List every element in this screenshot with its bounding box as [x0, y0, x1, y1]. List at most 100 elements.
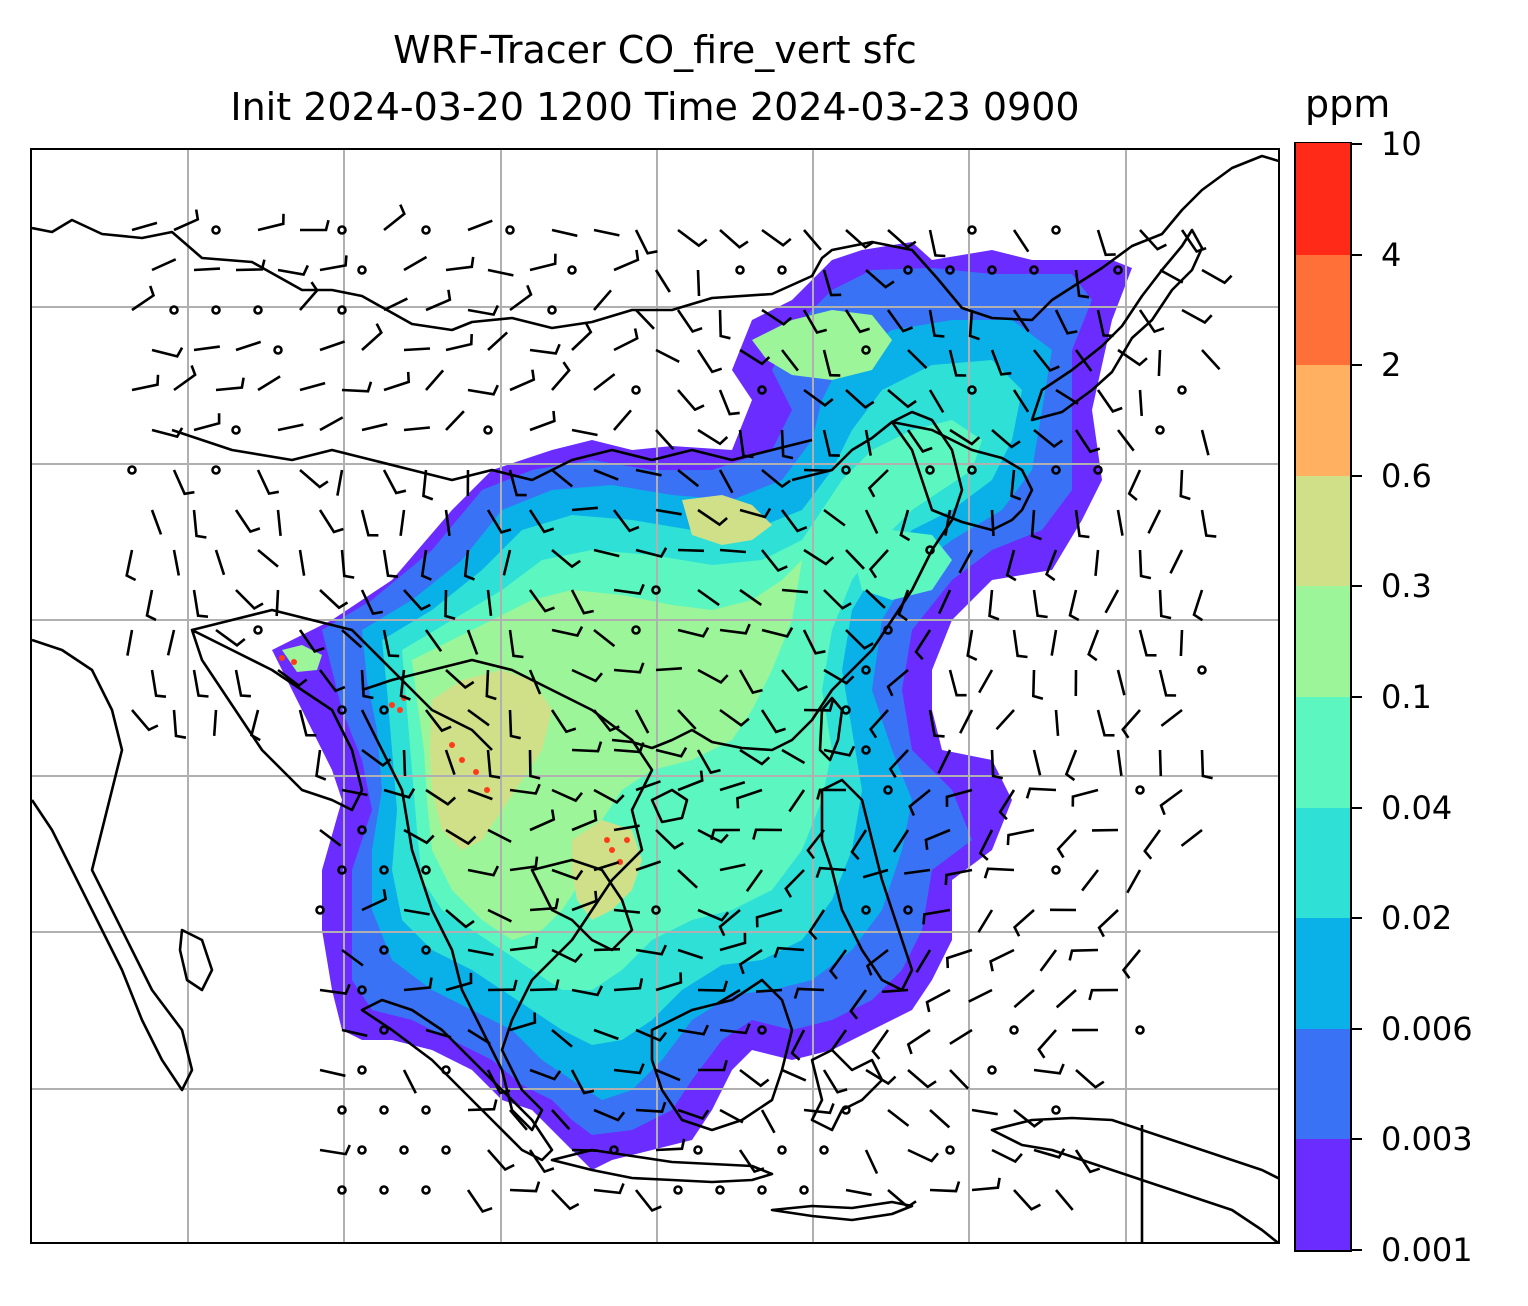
- border-himalaya: [191, 608, 493, 751]
- wind-barb: [1032, 589, 1048, 619]
- wind-barb: [336, 469, 344, 496]
- wind-barb: [897, 589, 910, 622]
- wind-barb: [487, 979, 518, 992]
- wind-calm-circle: [505, 225, 515, 235]
- wind-barb: [803, 229, 822, 251]
- wind-barb: [803, 388, 834, 407]
- wind-barb: [696, 749, 721, 775]
- wind-barb: [915, 949, 932, 973]
- wind-barb: [1064, 749, 1078, 782]
- wind-barb: [718, 389, 740, 416]
- wind-barb: [593, 1028, 619, 1041]
- wind-barb: [467, 219, 493, 232]
- wind-barb: [445, 334, 473, 352]
- wind-calm-circle: [357, 265, 367, 275]
- wind-barb: [781, 1068, 807, 1082]
- wind-barb: [403, 977, 433, 992]
- wind-barb: [944, 509, 952, 536]
- wind-barb: [382, 629, 400, 658]
- wind-calm-circle: [883, 785, 893, 795]
- fire-hotspot: [484, 787, 490, 793]
- wind-barb: [192, 509, 207, 539]
- wind-barb: [422, 469, 434, 501]
- wind-calm-circle: [693, 1145, 703, 1155]
- wind-barb: [1126, 869, 1142, 894]
- tracer-plume-layer: [272, 242, 1132, 1170]
- wind-barb: [467, 304, 499, 317]
- wind-calm-circle: [379, 1025, 389, 1035]
- wind-barb: [529, 343, 561, 355]
- wind-barb: [803, 1103, 835, 1115]
- wind-barb: [697, 668, 729, 685]
- wind-barb: [904, 868, 931, 875]
- wind-barb: [383, 788, 416, 799]
- wind-barb: [1088, 988, 1119, 1001]
- wind-barb: [298, 629, 325, 653]
- wind-barb: [971, 1177, 1001, 1192]
- wind-barb: [1074, 429, 1101, 454]
- wind-barb: [862, 868, 889, 879]
- map-panel: [30, 148, 1280, 1244]
- colorbar-tick-mark: [1352, 696, 1362, 698]
- wind-barb: [899, 509, 911, 542]
- wind-barb: [425, 1028, 452, 1039]
- wind-barb: [212, 709, 218, 736]
- wind-barb: [383, 297, 408, 312]
- wind-barb: [485, 669, 497, 701]
- wind-barb: [738, 1149, 765, 1174]
- wind-barb: [719, 229, 749, 249]
- wind-calm-circle: [567, 265, 577, 275]
- wind-barb: [738, 669, 763, 695]
- coastline-java: [550, 1148, 774, 1184]
- wind-barb: [1074, 509, 1090, 539]
- wind-barb: [739, 588, 763, 606]
- wind-barb: [1180, 828, 1203, 847]
- coastline-new-guinea: [990, 1116, 1278, 1242]
- wind-barb: [551, 626, 584, 637]
- wind-barb: [613, 662, 645, 674]
- wind-barb: [318, 509, 344, 534]
- wind-barb: [1031, 669, 1044, 701]
- wind-barb: [635, 468, 662, 477]
- wind-barb: [719, 548, 747, 554]
- wind-barb: [1121, 949, 1142, 979]
- wind-barbs: [125, 204, 1233, 1214]
- wind-barb: [612, 509, 640, 533]
- wind-barb: [319, 1068, 346, 1078]
- wind-calm-circle: [441, 1065, 451, 1075]
- wind-barb: [257, 213, 285, 232]
- wind-barb: [1121, 709, 1141, 739]
- wind-barb: [275, 589, 280, 617]
- wind-barb: [864, 509, 879, 534]
- wind-barb: [299, 381, 326, 392]
- colorbar-segment: [1296, 254, 1350, 366]
- wind-calm-circle: [357, 1065, 367, 1075]
- wind-barb: [1096, 389, 1123, 413]
- wind-barb: [1200, 429, 1210, 456]
- wind-calm-circle: [231, 425, 241, 435]
- wind-barb: [298, 549, 306, 576]
- wind-barb: [571, 1148, 599, 1152]
- coastline-india: [32, 638, 194, 1092]
- wind-calm-circle: [757, 1025, 767, 1035]
- wind-barb: [788, 789, 806, 813]
- wind-barb: [528, 749, 541, 780]
- wind-barb: [755, 988, 783, 993]
- wind-barb: [486, 509, 512, 534]
- wind-barb: [486, 749, 501, 779]
- wind-calm-circle: [1113, 265, 1123, 275]
- wind-barb: [467, 865, 500, 877]
- colorbar-segment: [1296, 475, 1350, 587]
- wind-barb: [989, 948, 1015, 972]
- wind-barb: [319, 340, 346, 352]
- colorbar-tick-label: 4: [1381, 235, 1402, 274]
- wind-barb: [907, 1148, 939, 1163]
- wind-calm-circle: [337, 1105, 347, 1115]
- wind-barb: [487, 1149, 515, 1172]
- wind-barb: [509, 936, 539, 952]
- wind-barb: [845, 629, 874, 650]
- wind-barb: [677, 948, 704, 960]
- wind-barb: [151, 427, 184, 439]
- wind-barb: [1012, 309, 1030, 333]
- wind-barb: [151, 347, 184, 358]
